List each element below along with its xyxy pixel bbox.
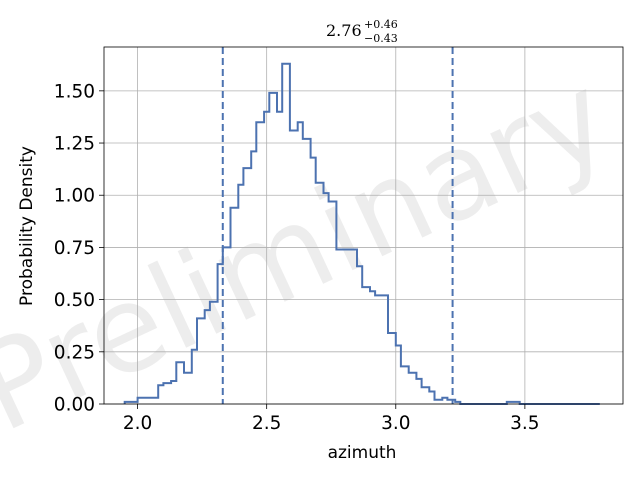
x-tick-label: 2.0 bbox=[123, 413, 152, 434]
credible-interval-lines bbox=[221, 47, 454, 404]
y-axis-label: Probability Density bbox=[17, 146, 37, 306]
y-tick-label: 1.25 bbox=[54, 134, 95, 155]
title-lower-error: −0.43 bbox=[364, 32, 398, 45]
grid bbox=[104, 47, 623, 405]
y-tick-label: 1.50 bbox=[54, 81, 95, 102]
x-tick-label: 3.5 bbox=[510, 413, 539, 434]
title-upper-error: +0.46 bbox=[364, 18, 398, 31]
x-axis-ticks: 2.0 2.5 3.0 3.5 bbox=[123, 404, 540, 434]
title-value: 2.76 bbox=[326, 21, 362, 40]
x-axis-label: azimuth bbox=[328, 443, 397, 463]
chart-title: 2.76 +0.46 −0.43 bbox=[326, 18, 398, 45]
x-tick-label: 2.5 bbox=[252, 413, 281, 434]
plot-area-frame bbox=[103, 46, 624, 405]
y-tick-label: 0.75 bbox=[54, 238, 95, 259]
y-tick-label: 0.25 bbox=[54, 342, 95, 363]
y-axis-ticks: 0.00 0.25 0.50 0.75 1.00 1.25 1.50 bbox=[54, 81, 104, 416]
y-tick-label: 0.50 bbox=[54, 290, 95, 311]
y-tick-label: 1.00 bbox=[54, 186, 95, 207]
y-tick-label: 0.00 bbox=[54, 395, 95, 416]
x-tick-label: 3.0 bbox=[381, 413, 410, 434]
